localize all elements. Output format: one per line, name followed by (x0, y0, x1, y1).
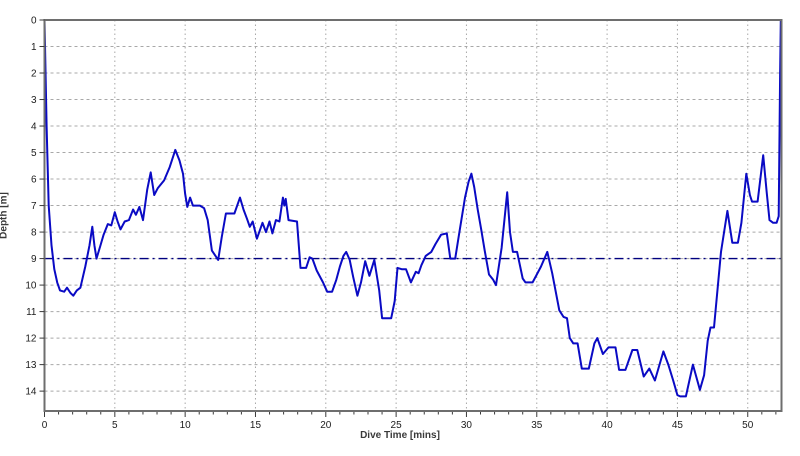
grid-lines (44, 20, 782, 411)
y-tick-label: 1 (31, 42, 37, 53)
x-tick-label: 20 (320, 420, 332, 431)
axis-ticks (39, 19, 777, 417)
y-tick-label: 6 (31, 175, 37, 186)
x-tick-label: 40 (602, 420, 614, 431)
y-tick-label: 0 (31, 16, 37, 27)
y-tick-label: 2 (31, 69, 37, 80)
y-tick-label: 9 (31, 254, 37, 265)
x-tick-label: 35 (531, 420, 543, 431)
x-tick-label: 10 (180, 420, 192, 431)
y-tick-label: 14 (25, 387, 37, 398)
x-tick-label: 0 (42, 420, 48, 431)
y-tick-label: 10 (25, 281, 37, 292)
x-tick-label: 45 (672, 420, 684, 431)
y-tick-label: 8 (31, 228, 37, 239)
x-tick-label: 15 (250, 420, 262, 431)
x-axis-title: Dive Time [mins] (360, 430, 440, 441)
y-tick-label: 4 (31, 122, 37, 133)
depth-series-line (43, 19, 782, 398)
x-tick-label: 5 (112, 420, 118, 431)
x-tick-label: 30 (461, 420, 473, 431)
y-tick-label: 13 (25, 360, 37, 371)
y-tick-label: 11 (26, 307, 37, 318)
x-tick-label: 25 (391, 420, 403, 431)
y-tick-label: 7 (31, 201, 37, 212)
plot-frame (43, 19, 783, 412)
y-tick-label: 5 (31, 148, 37, 159)
x-tick-label: 50 (742, 420, 754, 431)
y-tick-label: 12 (25, 334, 37, 345)
y-tick-label: 3 (31, 95, 37, 106)
y-axis-title: Depth [m] (0, 192, 10, 239)
